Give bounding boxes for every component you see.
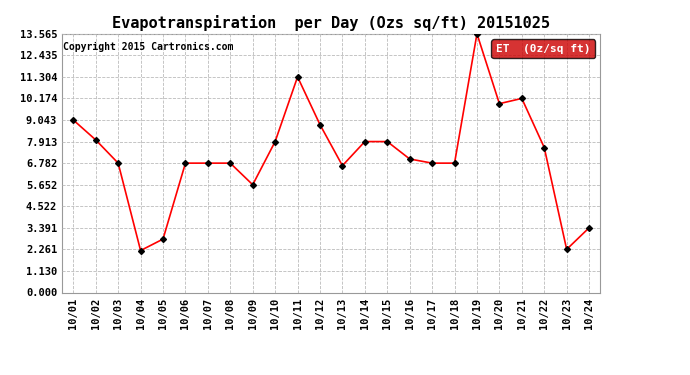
Title: Evapotranspiration  per Day (Ozs sq/ft) 20151025: Evapotranspiration per Day (Ozs sq/ft) 2… bbox=[112, 15, 550, 31]
Text: Copyright 2015 Cartronics.com: Copyright 2015 Cartronics.com bbox=[63, 42, 233, 51]
Legend: ET  (0z/sq ft): ET (0z/sq ft) bbox=[491, 39, 595, 58]
